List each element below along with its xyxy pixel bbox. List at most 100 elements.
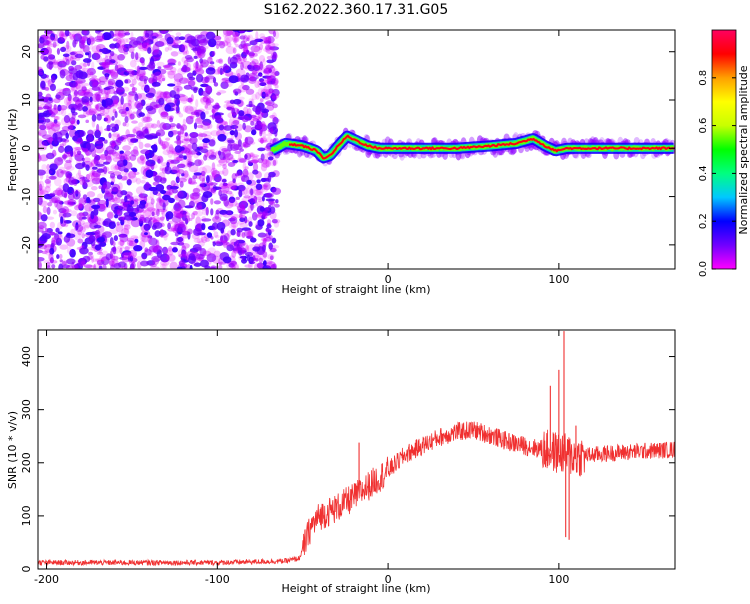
noise-speckle bbox=[49, 259, 58, 264]
noise-speckle bbox=[128, 240, 138, 247]
noise-speckle bbox=[160, 260, 170, 266]
noise-speckle bbox=[73, 231, 82, 241]
noise-speckle bbox=[226, 105, 235, 111]
noise-speckle bbox=[230, 181, 238, 187]
noise-speckle bbox=[77, 202, 83, 208]
noise-speckle bbox=[258, 257, 264, 263]
noise-speckle bbox=[248, 51, 255, 59]
noise-speckle bbox=[59, 259, 63, 263]
noise-speckle bbox=[47, 54, 56, 60]
colorbar-gradient bbox=[711, 29, 737, 270]
noise-speckle bbox=[158, 192, 162, 202]
noise-speckle bbox=[248, 74, 254, 80]
noise-speckle bbox=[49, 257, 54, 264]
noise-speckle bbox=[254, 80, 260, 89]
noise-speckle bbox=[244, 216, 248, 224]
noise-speckle bbox=[59, 30, 64, 39]
noise-speckle bbox=[218, 264, 223, 269]
noise-speckle bbox=[258, 139, 268, 143]
noise-speckle bbox=[205, 31, 216, 40]
noise-speckle bbox=[178, 77, 189, 84]
noise-speckle bbox=[229, 193, 234, 198]
noise-speckle bbox=[254, 191, 264, 197]
noise-speckle bbox=[168, 188, 175, 195]
noise-speckle bbox=[231, 34, 240, 43]
noise-speckle bbox=[66, 232, 71, 237]
noise-speckle bbox=[199, 183, 207, 188]
noise-speckle bbox=[65, 132, 69, 139]
noise-speckle bbox=[55, 227, 60, 233]
noise-speckle bbox=[157, 95, 162, 99]
noise-speckle bbox=[171, 166, 180, 174]
noise-speckle bbox=[83, 91, 94, 98]
noise-speckle bbox=[160, 140, 166, 146]
noise-speckle bbox=[211, 222, 219, 230]
noise-speckle bbox=[223, 125, 233, 131]
noise-speckle bbox=[230, 214, 241, 219]
noise-speckle bbox=[127, 70, 136, 74]
noise-speckle bbox=[155, 183, 165, 192]
noise-speckle bbox=[182, 65, 186, 72]
noise-speckle bbox=[82, 58, 92, 63]
noise-speckle bbox=[153, 71, 163, 81]
noise-speckle bbox=[104, 128, 112, 132]
noise-speckle bbox=[258, 78, 265, 83]
noise-speckle bbox=[80, 35, 89, 42]
noise-speckle bbox=[82, 62, 88, 67]
noise-speckle bbox=[128, 91, 138, 96]
noise-speckle bbox=[261, 244, 266, 252]
noise-speckle bbox=[175, 32, 182, 37]
noise-speckle bbox=[252, 162, 259, 172]
noise-speckle bbox=[42, 35, 48, 39]
noise-speckle bbox=[73, 33, 83, 42]
noise-speckle bbox=[44, 227, 48, 232]
noise-speckle bbox=[66, 264, 74, 269]
noise-speckle bbox=[242, 256, 247, 261]
noise-speckle bbox=[43, 40, 52, 46]
noise-speckle bbox=[179, 210, 187, 215]
noise-speckle bbox=[120, 96, 124, 105]
noise-speckle bbox=[165, 211, 174, 220]
noise-speckle bbox=[91, 93, 100, 103]
noise-speckle bbox=[98, 136, 106, 142]
noise-speckle bbox=[94, 258, 105, 262]
noise-speckle bbox=[69, 155, 73, 164]
noise-speckle bbox=[231, 173, 237, 181]
noise-speckle bbox=[174, 36, 181, 41]
noise-speckle bbox=[50, 123, 61, 132]
noise-speckle bbox=[91, 177, 102, 185]
noise-speckle bbox=[252, 53, 258, 57]
noise-speckle bbox=[148, 219, 152, 229]
noise-speckle bbox=[66, 40, 70, 50]
noise-speckle bbox=[187, 255, 196, 265]
noise-speckle bbox=[70, 60, 77, 66]
noise-speckle bbox=[63, 178, 70, 185]
noise-speckle bbox=[136, 130, 144, 137]
noise-speckle bbox=[202, 165, 213, 174]
noise-speckle bbox=[268, 76, 273, 82]
noise-speckle bbox=[247, 160, 251, 165]
noise-speckle bbox=[173, 152, 181, 162]
noise-speckle bbox=[107, 78, 116, 85]
noise-speckle bbox=[82, 176, 86, 186]
noise-speckle bbox=[103, 139, 108, 144]
noise-speckle bbox=[254, 121, 264, 130]
noise-speckle bbox=[199, 182, 205, 189]
noise-speckle bbox=[118, 108, 127, 115]
noise-speckle bbox=[158, 97, 165, 106]
noise-speckle bbox=[140, 195, 148, 203]
noise-speckle bbox=[67, 93, 72, 102]
noise-speckle bbox=[171, 39, 182, 44]
noise-speckle bbox=[113, 90, 118, 95]
noise-speckle bbox=[233, 98, 242, 105]
noise-speckle bbox=[55, 237, 62, 246]
noise-speckle bbox=[122, 250, 132, 256]
noise-speckle bbox=[136, 204, 140, 212]
noise-speckle bbox=[170, 159, 180, 164]
noise-speckle bbox=[207, 38, 217, 48]
noise-speckle bbox=[193, 237, 204, 244]
noise-speckle bbox=[265, 45, 275, 55]
noise-speckle bbox=[246, 183, 254, 190]
noise-speckle bbox=[85, 231, 96, 236]
noise-speckle bbox=[110, 247, 120, 255]
